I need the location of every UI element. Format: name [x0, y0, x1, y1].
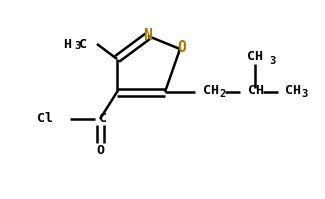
- Text: O: O: [178, 39, 186, 55]
- Text: 3: 3: [269, 56, 275, 66]
- Text: CH: CH: [247, 51, 263, 63]
- Text: 3: 3: [74, 41, 80, 51]
- Text: CH: CH: [285, 84, 301, 97]
- Text: H: H: [63, 37, 71, 51]
- Text: O: O: [96, 144, 104, 157]
- Text: 3: 3: [301, 89, 307, 99]
- Text: 2: 2: [219, 89, 225, 99]
- Text: CH: CH: [203, 84, 219, 97]
- Text: CH: CH: [248, 84, 264, 97]
- Text: N: N: [144, 28, 152, 44]
- Text: C: C: [99, 112, 107, 126]
- Text: C: C: [79, 37, 87, 51]
- Text: Cl: Cl: [37, 112, 53, 126]
